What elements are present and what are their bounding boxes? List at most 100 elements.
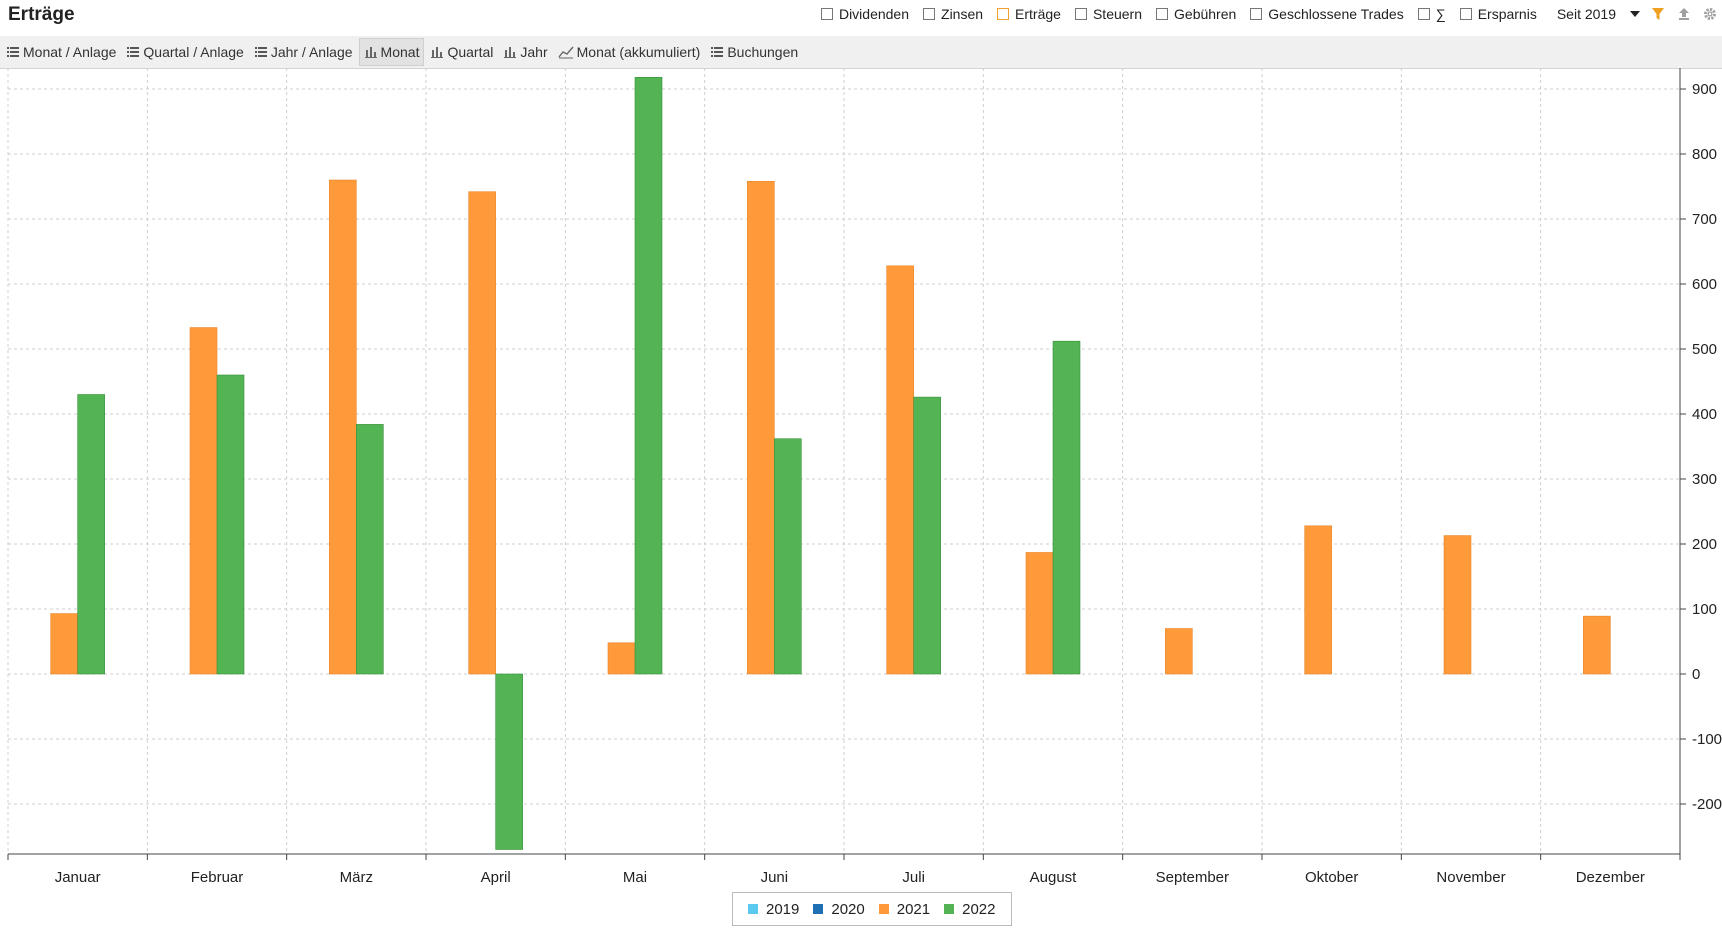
y-tick-label: -200: [1692, 796, 1722, 813]
bar-2021-februar[interactable]: [189, 327, 218, 675]
list-icon: [6, 45, 20, 59]
bar-2022-april[interactable]: [495, 673, 523, 850]
tab-label: Quartal: [447, 44, 494, 60]
checkbox-icon[interactable]: [997, 8, 1010, 20]
legend-label: 2022: [962, 900, 996, 918]
tab-label: Jahr: [520, 44, 548, 60]
bar-chart-icon: [503, 45, 517, 59]
y-tick-label: 200: [1692, 536, 1717, 553]
bar-2021-dezember[interactable]: [1583, 615, 1611, 675]
legend-label: 2021: [896, 900, 931, 918]
checkbox-icon[interactable]: [1250, 8, 1263, 20]
filter-zinsen[interactable]: Zinsen: [923, 6, 983, 22]
line-chart-icon: [558, 45, 574, 59]
bar-2022-januar[interactable]: [77, 394, 105, 675]
y-tick-label: 100: [1692, 601, 1717, 618]
bar-2021-juni[interactable]: [747, 181, 775, 675]
bar-2021-august[interactable]: [1025, 552, 1054, 675]
x-tick-label: April: [481, 869, 511, 886]
export-icon[interactable]: [1676, 6, 1692, 22]
bar-2021-märz[interactable]: [329, 179, 357, 675]
y-tick-label: 300: [1692, 471, 1717, 488]
checkbox-icon[interactable]: [1417, 8, 1430, 20]
legend-item-2021[interactable]: 2021: [878, 900, 931, 918]
filter-bar: Dividenden Zinsen Erträge Steuern Gebühr…: [807, 6, 1718, 22]
tab-monat-akkumuliert[interactable]: Monat (akkumuliert): [554, 39, 705, 65]
period-dropdown[interactable]: Seit 2019: [1557, 6, 1640, 22]
tab-label: Monat: [380, 44, 420, 60]
y-tick-label: 600: [1692, 276, 1717, 293]
tab-jahr-anlage[interactable]: Jahr / Anlage: [250, 39, 357, 65]
tab-label: Buchungen: [727, 44, 799, 60]
y-tick-label: 500: [1692, 341, 1717, 358]
gear-icon[interactable]: [1702, 6, 1718, 22]
bar-2021-juli[interactable]: [886, 265, 914, 675]
tab-buchungen[interactable]: Buchungen: [706, 39, 802, 65]
x-tick-label: Juli: [902, 869, 925, 886]
list-icon: [126, 45, 140, 59]
filter-ertraege[interactable]: Erträge: [997, 6, 1061, 22]
monthly-income-chart: 900 800 700 600 500 400 300 200 100 0 -100 -200 Janu…: [7, 68, 1722, 886]
bar-2022-februar[interactable]: [216, 374, 245, 675]
tab-monat[interactable]: Monat: [358, 38, 425, 66]
bar-2021-april[interactable]: [468, 191, 496, 675]
filter-label: Dividenden: [838, 6, 910, 22]
bar-chart-icon: [364, 45, 378, 59]
chevron-down-icon: [1630, 11, 1640, 17]
filter-sum[interactable]: ∑: [1417, 6, 1446, 22]
filter-geschlossene-trades[interactable]: Geschlossene Trades: [1250, 6, 1404, 22]
filter-dividenden[interactable]: Dividenden: [820, 6, 910, 22]
header-bar: Erträge Dividenden Zinsen Erträge Steuer…: [0, 0, 1722, 34]
y-tick-label: 700: [1692, 211, 1717, 228]
y-tick-label: 0: [1692, 666, 1700, 683]
filter-label: Gebühren: [1174, 6, 1237, 22]
period-label: Seit 2019: [1556, 6, 1616, 22]
x-tick-label: Oktober: [1305, 869, 1358, 886]
tab-quartal-anlage[interactable]: Quartal / Anlage: [122, 39, 247, 65]
bar-chart-icon: [430, 45, 444, 59]
legend-item-2020[interactable]: 2020: [813, 901, 865, 918]
filter-gebuehren[interactable]: Gebühren: [1156, 6, 1236, 22]
list-icon: [710, 45, 724, 59]
bar-2021-mai[interactable]: [607, 642, 636, 675]
legend-label: 2019: [766, 900, 800, 918]
list-icon: [254, 45, 268, 59]
legend-item-2019[interactable]: 2019: [748, 901, 799, 918]
filter-label: Erträge: [1015, 6, 1061, 22]
legend-item-2022[interactable]: 2022: [944, 900, 996, 918]
checkbox-icon[interactable]: [1074, 8, 1087, 20]
y-tick-label: 800: [1692, 146, 1717, 163]
tab-monat-anlage[interactable]: Monat / Anlage: [2, 39, 120, 65]
bar-2021-oktober[interactable]: [1304, 525, 1332, 675]
x-tick-label: Februar: [191, 869, 244, 886]
tab-jahr[interactable]: Jahr: [499, 39, 551, 65]
bar-2022-juli[interactable]: [913, 396, 941, 675]
x-tick-label: Dezember: [1576, 869, 1645, 886]
checkbox-icon[interactable]: [820, 8, 833, 20]
checkbox-icon[interactable]: [1156, 8, 1169, 20]
tab-label: Monat (akkumuliert): [576, 44, 701, 60]
x-tick-label: Januar: [55, 869, 101, 886]
filter-ersparnis[interactable]: Ersparnis: [1459, 6, 1537, 22]
filter-label: Ersparnis: [1477, 6, 1537, 22]
legend-swatch: [944, 904, 955, 914]
x-tick-label: November: [1436, 869, 1505, 886]
x-tick-label: September: [1156, 869, 1229, 886]
bar-2021-november[interactable]: [1443, 535, 1472, 675]
x-tick-label: Juni: [761, 869, 789, 886]
bar-2022-märz[interactable]: [356, 424, 384, 675]
chart-legend: 2019 2020 2021 2022: [732, 892, 1012, 926]
tab-quartal[interactable]: Quartal: [426, 39, 497, 65]
bar-2022-mai[interactable]: [634, 77, 663, 675]
checkbox-icon[interactable]: [1459, 8, 1472, 20]
bar-2021-januar[interactable]: [50, 613, 78, 675]
tab-label: Monat / Anlage: [23, 44, 117, 60]
legend-swatch: [878, 904, 889, 914]
y-tick-label: 400: [1692, 406, 1717, 423]
bar-2021-september[interactable]: [1165, 628, 1193, 675]
bar-2022-juni[interactable]: [774, 438, 802, 675]
checkbox-icon[interactable]: [923, 8, 936, 20]
filter-steuern[interactable]: Steuern: [1074, 6, 1142, 22]
filter-icon[interactable]: [1650, 6, 1666, 22]
bar-2022-august[interactable]: [1052, 340, 1081, 675]
